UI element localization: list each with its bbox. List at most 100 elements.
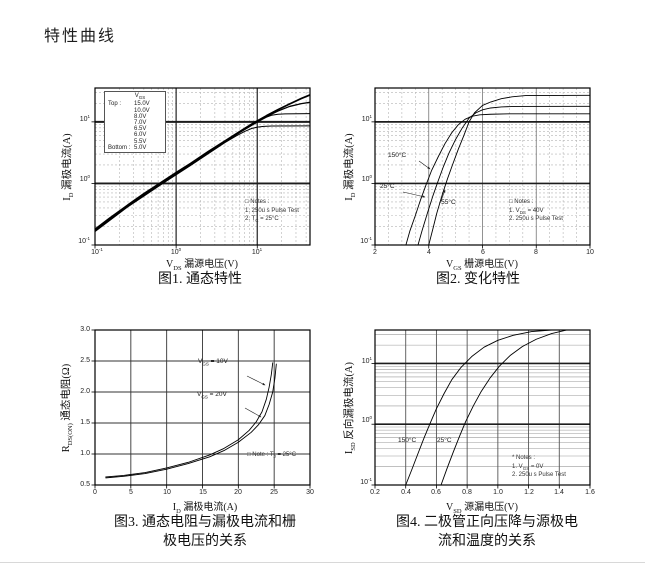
chart2-x-axis-label: VGS 栅源电压(V): [446, 259, 518, 272]
curve--55C: [428, 94, 590, 245]
note-line: 1. VDS = 40V: [509, 207, 544, 215]
chart4-x-tick: 0.6: [431, 489, 441, 496]
chart2-x-tick: 6: [481, 249, 485, 256]
chart2-y-tick: 10-1: [360, 236, 372, 245]
chart3-x-tick: 0: [93, 489, 97, 496]
curve-VGS=8.0V: [95, 113, 310, 232]
chart3-caption-line2: 极电压的关系: [163, 534, 247, 549]
plot-frame: [94, 329, 311, 486]
annotation-leader-lines: [244, 375, 266, 418]
chart3-x-tick: 20: [234, 489, 242, 496]
data-curves: [105, 362, 277, 479]
chart4-x-tick: 1.4: [554, 489, 564, 496]
note-line: * Notes :: [512, 455, 536, 461]
chart4-x-tick: 0.2: [370, 489, 380, 496]
chart2-x-tick: 2: [373, 249, 377, 256]
chart3-plot: [91, 329, 311, 489]
chart3-caption-line1: 图3. 通态电阻与漏极电流和栅: [114, 515, 296, 530]
chart4-y-tick: 10-1: [360, 477, 372, 486]
legend-row: 7.0V: [134, 120, 147, 126]
chart3-x-tick: 25: [270, 489, 278, 496]
chart3-x-tick: 15: [199, 489, 207, 496]
note-line: 2. 250u s Pulse Test: [509, 216, 563, 223]
chart1-y-tick: 100: [79, 174, 90, 183]
curve-VGS=10V: [105, 362, 274, 478]
note-line: □ Note : TJ = 25°C: [247, 452, 297, 460]
curve-150C: [405, 330, 553, 485]
axis-tick-marks: [371, 121, 591, 249]
chart1-x-tick: 10-1: [91, 247, 103, 256]
chart1-vgs-legend: VGS Top :15.0V 10.0V 8.0V 7.0V 6.5V 6.0V…: [104, 91, 166, 153]
chart3-y-tick: 1.0: [80, 450, 90, 457]
chart4-x-tick: 0.4: [401, 489, 411, 496]
legend-row: 5.5V: [134, 138, 147, 145]
chart1-x-tick: 101: [251, 247, 263, 256]
curve-VGS=20V: [105, 363, 277, 479]
curve-150C: [405, 113, 590, 245]
chart2-x-tick: 8: [534, 249, 538, 256]
chart4-caption-line1: 图4. 二极管正向压降与源极电: [396, 515, 578, 530]
chart2-caption: 图2. 变化特性: [436, 272, 520, 287]
chart2-y-tick: 101: [361, 114, 372, 123]
curve-label-25c: 25°C: [437, 437, 452, 444]
legend-row: 8.0V: [134, 113, 147, 120]
chart3-x-tick: 30: [306, 489, 314, 496]
chart3-y-tick: 1.5: [80, 419, 90, 426]
legend-row: Bottom :5.0V: [108, 144, 147, 151]
chart2-y-tick: 100: [361, 174, 372, 183]
chart4-x-tick: 1.6: [585, 489, 595, 496]
chart4-y-tick: 100: [361, 415, 372, 424]
chart4-x-tick: 1.2: [524, 489, 534, 496]
chart3-y-axis-label: RDS(ON) 通态电阻(Ω): [60, 363, 75, 453]
chart2-plot: [371, 87, 591, 249]
note-line: 2. 250u s Pulse Test: [512, 472, 566, 479]
plot-frame: [94, 87, 311, 246]
chart3-notes: □ Note : TJ = 25°C: [247, 452, 296, 461]
chart1-caption: 图1. 通态特性: [158, 272, 242, 287]
chart4-caption-line2: 流和温度的关系: [438, 534, 536, 549]
chart4-x-axis-label: VSD 源漏电压(V): [446, 502, 518, 515]
chart4-notes: * Notes : 1. VGS = 0V 2. 250u s Pulse Te…: [512, 455, 566, 481]
chart2-x-tick: 10: [586, 249, 594, 256]
note-line: 1. 250u s Pulse Test: [245, 207, 299, 214]
chart4-x-tick: 0.8: [462, 489, 472, 496]
note-line: 1. VGS = 0V: [512, 463, 544, 471]
data-curves: [405, 330, 568, 485]
chart3-y-tick: 3.0: [80, 326, 90, 333]
legend-row: Top :15.0V: [108, 101, 150, 108]
chart1-x-axis-label: VDS 漏源电压(V): [166, 259, 238, 272]
major-gridlines: [375, 330, 590, 485]
legend-row: 6.0V: [134, 132, 147, 139]
chart3-y-tick: 0.5: [80, 481, 90, 488]
chart4-y-axis-label: ISD 反向漏极电流(A): [343, 362, 358, 455]
plot-frame: [374, 329, 591, 486]
curve-label-vgs10: VGS = 10V: [198, 358, 228, 367]
chart2-x-tick: 4: [427, 249, 431, 256]
curve-25C: [440, 330, 568, 485]
curve-label-25c: 25°C: [380, 183, 395, 190]
chart2-y-axis-label: ID 漏极电流(A): [343, 133, 358, 201]
chart4-y-tick: 101: [361, 356, 372, 365]
note-line: 2. TC = 25°C: [245, 216, 279, 224]
annotation-leader-lines: [402, 160, 446, 202]
legend-row: 10.0V: [134, 107, 150, 114]
chart1-y-tick: 101: [79, 114, 90, 123]
chart1-y-tick: 10-1: [78, 236, 90, 245]
chart3-x-tick: 10: [163, 489, 171, 496]
chart1-plot: [91, 87, 311, 249]
page-title: 特性曲线: [44, 28, 117, 45]
chart4-plot: [371, 329, 591, 489]
note-line: □ Notes :: [509, 199, 534, 205]
chart3-x-axis-label: ID 漏极电流(A): [172, 502, 238, 515]
curve-25C: [417, 105, 590, 245]
legend-row: 6.5V: [134, 126, 147, 133]
chart3-y-tick: 2.0: [80, 388, 90, 395]
chart3-x-tick: 5: [129, 489, 133, 496]
major-gridlines: [95, 330, 310, 485]
legend-title: VGS: [134, 93, 146, 101]
minor-gridlines: [375, 334, 590, 467]
curve-label-vgs20: VGS = 20V: [197, 391, 227, 400]
plot-frame: [374, 87, 591, 246]
curve-label-150c: 150°C: [388, 152, 407, 159]
